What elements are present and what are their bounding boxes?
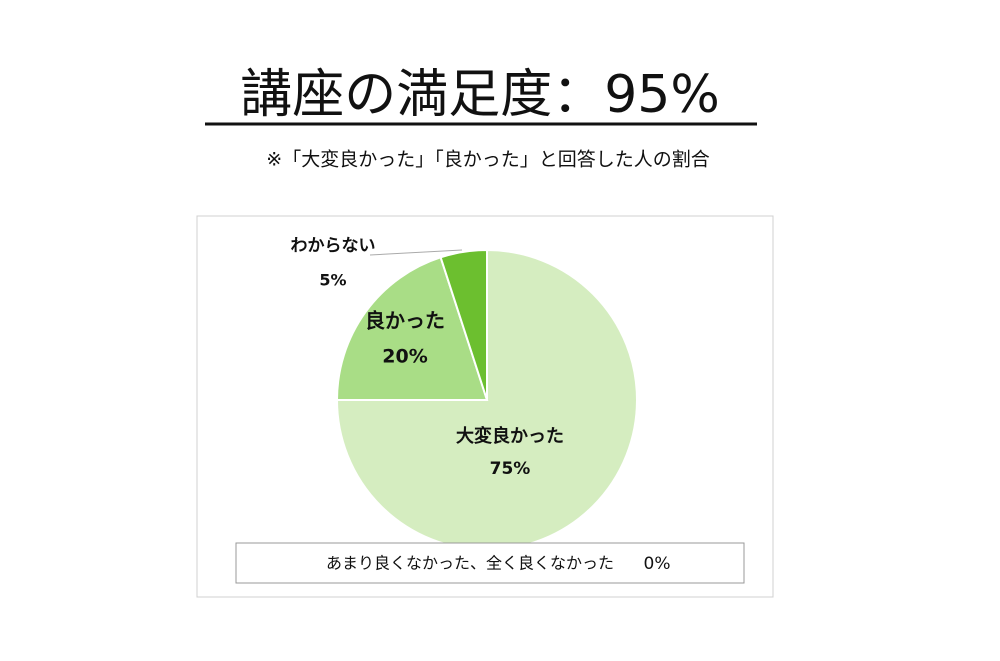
note-box bbox=[235, 542, 745, 584]
subtitle: ※「大変良かった」「良かった」と回答した人の割合 bbox=[266, 149, 709, 171]
pie-slice bbox=[335, 248, 638, 551]
slice-value-label: 75% bbox=[490, 459, 531, 479]
slice-value-label: 0% bbox=[644, 554, 671, 574]
pie-slice bbox=[335, 256, 489, 401]
title: 講座の満足度：95% bbox=[240, 65, 720, 125]
slice-label: あまり良くなかった、全く良くなかった bbox=[326, 554, 614, 573]
leader-line bbox=[369, 249, 463, 256]
slice-label: 大変良かった bbox=[456, 425, 564, 447]
slice-value-label: 5% bbox=[319, 271, 346, 290]
pie bbox=[335, 248, 638, 551]
slice-label: わからない bbox=[291, 236, 376, 256]
slice-label: 良かった bbox=[365, 309, 445, 333]
slice-value-label: 20% bbox=[382, 346, 427, 368]
